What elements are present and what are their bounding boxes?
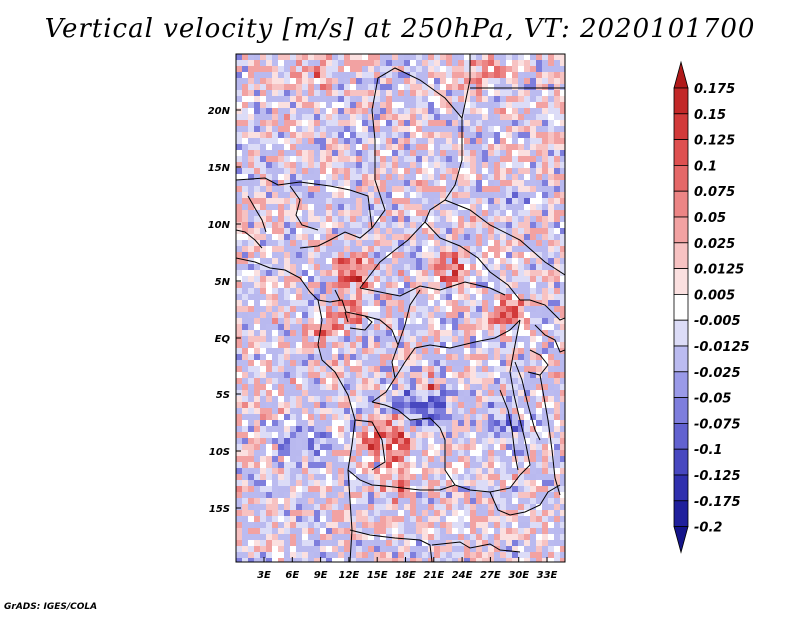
colorbar-label: -0.05 <box>694 392 731 407</box>
lat-tick-label: 5S <box>216 390 230 401</box>
colorbar-band <box>673 60 689 89</box>
lat-tick-label: 10N <box>208 220 231 231</box>
colorbar-band <box>673 216 689 244</box>
lon-tick-label: 24E <box>452 570 473 581</box>
colorbar-band <box>673 371 689 398</box>
colorbar-band <box>673 397 689 424</box>
colorbar-label: 0.05 <box>694 211 726 226</box>
colorbar-band <box>673 422 689 450</box>
colorbar-label: -0.025 <box>694 366 741 381</box>
colorbar-label: 0.0125 <box>694 263 744 278</box>
colorbar-band <box>673 293 689 321</box>
colorbar: 0.175 0.15 0.125 0.1 0.075 0.05 0.025 0.0125 0.0… <box>673 60 750 554</box>
colorbar-label: 0.15 <box>694 108 726 123</box>
lon-tick-label: 27E <box>480 570 501 581</box>
colorbar-label: 0.175 <box>694 82 735 97</box>
colorbar-band <box>673 474 689 502</box>
colorbar-band <box>673 87 689 115</box>
lon-tick-label: 33E <box>537 570 558 581</box>
colorbar-label: -0.005 <box>694 314 741 329</box>
longitude-axis: 3E 6E 9E 12E 15E 18E 21E 24E 27E 30E 33E <box>257 557 558 581</box>
colorbar-band <box>673 500 689 527</box>
colorbar-band <box>673 345 689 373</box>
colorbar-label: -0.125 <box>694 469 741 484</box>
colorbar-label: 0.005 <box>694 288 735 303</box>
lon-tick-label: 9E <box>314 570 328 581</box>
colorbar-band <box>673 448 689 476</box>
colorbar-band <box>673 113 689 141</box>
colorbar-label: -0.1 <box>694 443 722 458</box>
lat-tick-label: 15S <box>209 504 230 515</box>
colorbar-band <box>673 164 689 192</box>
colorbar-band <box>673 526 689 554</box>
colorbar-band <box>673 139 689 166</box>
lat-tick-label: 15N <box>208 163 231 174</box>
colorbar-label: 0.075 <box>694 185 735 200</box>
colorbar-band <box>673 319 689 347</box>
latitude-axis: 20N 15N 10N 5N EQ 5S 10S 15S <box>208 106 241 515</box>
lat-tick-label: EQ <box>215 334 231 345</box>
lat-tick-label: 5N <box>215 277 231 288</box>
lon-tick-label: 30E <box>508 570 529 581</box>
velocity-field <box>236 54 565 562</box>
colorbar-label: -0.175 <box>694 495 741 510</box>
colorbar-band <box>673 190 689 218</box>
map-frame <box>235 53 566 563</box>
colorbar-band <box>673 268 689 295</box>
colorbar-label: 0.025 <box>694 237 735 252</box>
lat-tick-label: 10S <box>209 447 230 458</box>
country-borders <box>236 54 565 562</box>
lon-tick-label: 12E <box>339 570 360 581</box>
colorbar-label: -0.075 <box>694 417 741 432</box>
grads-credit: GrADS: IGES/COLA <box>4 602 98 612</box>
lon-tick-label: 18E <box>395 570 416 581</box>
colorbar-label: -0.2 <box>694 521 722 536</box>
lat-tick-label: 20N <box>208 106 231 117</box>
lon-tick-label: 3E <box>257 570 271 581</box>
colorbar-band <box>673 242 689 270</box>
colorbar-label: -0.0125 <box>694 340 750 355</box>
lon-tick-label: 6E <box>285 570 299 581</box>
lon-tick-label: 21E <box>423 570 444 581</box>
map-title: Vertical velocity [m/s] at 250hPa, VT: 2… <box>44 14 756 44</box>
colorbar-label: 0.1 <box>694 159 717 174</box>
lon-tick-label: 15E <box>367 570 388 581</box>
colorbar-label: 0.125 <box>694 134 735 149</box>
